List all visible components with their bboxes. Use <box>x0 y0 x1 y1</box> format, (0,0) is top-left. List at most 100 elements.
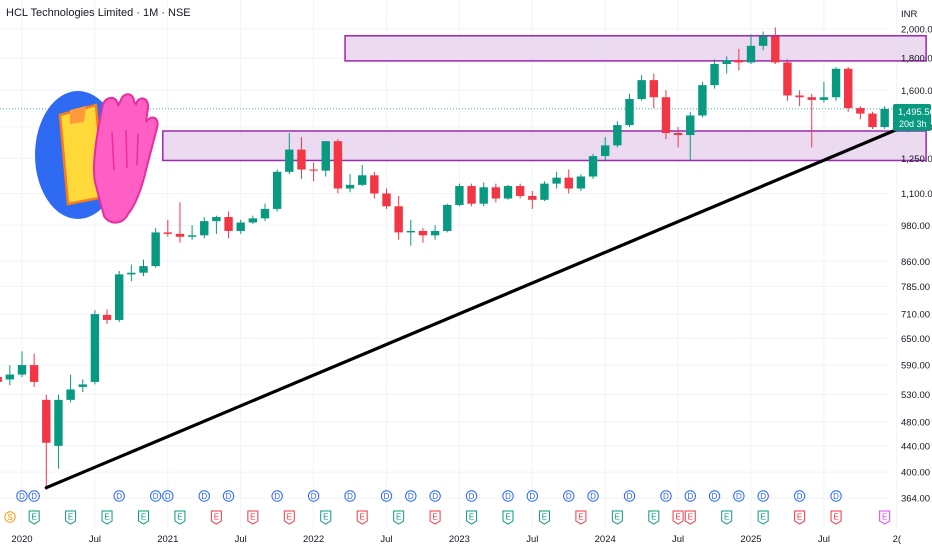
candle[interactable] <box>394 195 403 240</box>
candle[interactable] <box>588 153 598 179</box>
candlestick-series[interactable] <box>0 27 889 490</box>
candle[interactable] <box>175 202 185 243</box>
candle[interactable] <box>686 111 695 161</box>
dividend-marker[interactable]: D <box>660 490 672 502</box>
candle[interactable] <box>491 183 501 203</box>
candle[interactable] <box>831 67 841 101</box>
candle[interactable] <box>771 27 780 65</box>
candle[interactable] <box>66 374 75 403</box>
candle[interactable] <box>552 171 561 189</box>
candle[interactable] <box>370 171 379 199</box>
candle[interactable] <box>734 48 744 71</box>
candle[interactable] <box>212 215 221 234</box>
earnings-marker[interactable]: E <box>721 510 733 525</box>
candle[interactable] <box>139 259 148 277</box>
candle[interactable] <box>856 106 865 120</box>
dividend-marker[interactable]: D <box>16 490 28 502</box>
candle[interactable] <box>333 139 343 194</box>
candle[interactable] <box>455 183 464 207</box>
candle[interactable] <box>576 174 586 191</box>
dividend-marker[interactable]: D <box>271 490 283 502</box>
earnings-marker[interactable]: E <box>28 510 40 525</box>
price-axis[interactable]: 2,000.001,800.001,600.001,400.001,250.00… <box>901 24 932 504</box>
dividend-marker[interactable]: D <box>198 490 210 502</box>
candle[interactable] <box>345 174 355 193</box>
candle[interactable] <box>479 182 488 207</box>
candle[interactable] <box>358 164 367 187</box>
earnings-marker[interactable]: E <box>502 510 514 525</box>
candle[interactable] <box>783 59 792 101</box>
dividend-marker[interactable]: D <box>587 490 599 502</box>
candle[interactable] <box>78 379 87 393</box>
earnings-marker[interactable]: E <box>794 510 806 525</box>
candle[interactable] <box>248 215 258 224</box>
candle[interactable] <box>710 59 719 89</box>
candle[interactable] <box>163 219 172 237</box>
dividend-marker[interactable]: D <box>113 490 125 502</box>
candle[interactable] <box>601 137 610 161</box>
earnings-marker[interactable]: E <box>830 510 842 525</box>
candle[interactable] <box>17 351 27 377</box>
candle[interactable] <box>528 190 537 209</box>
dividend-marker[interactable]: D <box>830 490 842 502</box>
candle[interactable] <box>151 228 160 268</box>
earnings-marker[interactable]: E <box>320 510 332 525</box>
dividend-marker[interactable]: D <box>380 490 393 502</box>
dividend-marker[interactable]: D <box>344 490 356 502</box>
candle[interactable] <box>758 31 768 51</box>
candle[interactable] <box>115 271 124 322</box>
event-markers[interactable]: D D D D D D D D D D D D D D D D D D D D D D D D D DS E E E E E E E E E E E E E… <box>4 490 891 525</box>
candle[interactable] <box>673 127 683 148</box>
candle[interactable] <box>272 169 282 212</box>
candle[interactable] <box>406 219 415 246</box>
earnings-marker[interactable]: E <box>429 510 441 525</box>
dividend-marker[interactable]: D <box>405 490 417 502</box>
candle[interactable] <box>880 106 889 130</box>
dividend-marker[interactable]: D <box>684 490 696 502</box>
candle[interactable] <box>187 225 197 240</box>
candle[interactable] <box>795 90 804 107</box>
earnings-marker[interactable]: E <box>684 510 696 525</box>
candle[interactable] <box>0 371 2 387</box>
candle[interactable] <box>5 365 15 386</box>
dividend-marker[interactable]: D <box>526 490 538 502</box>
dividend-marker[interactable]: D <box>733 490 745 502</box>
dividend-marker[interactable]: D <box>28 490 40 502</box>
earnings-marker[interactable]: E <box>247 510 259 525</box>
candle[interactable] <box>467 183 476 207</box>
trendline-segment[interactable] <box>44 117 923 490</box>
candle[interactable] <box>127 264 136 282</box>
earnings-marker[interactable]: E <box>174 510 186 525</box>
earnings-marker[interactable]: E <box>65 510 77 525</box>
candle[interactable] <box>649 73 658 109</box>
earnings-marker[interactable]: E <box>538 510 550 525</box>
earnings-marker[interactable]: E <box>648 510 660 525</box>
dividend-marker[interactable]: D <box>757 490 769 502</box>
earnings-marker[interactable]: E <box>210 510 222 525</box>
dividend-marker[interactable]: D <box>162 490 174 502</box>
dividend-marker[interactable]: D <box>502 490 514 502</box>
candle[interactable] <box>807 93 816 148</box>
time-axis[interactable]: 2020 Jul 2021 Jul 2022 Jul 2023 Jul 2024 Jul 2025 J… <box>11 534 901 545</box>
candle[interactable] <box>819 81 829 103</box>
dividend-marker[interactable]: D <box>307 490 320 502</box>
dividend-marker[interactable]: D <box>149 490 162 502</box>
candle[interactable] <box>236 219 245 234</box>
candle[interactable] <box>260 203 270 222</box>
candle[interactable] <box>418 228 428 243</box>
candle[interactable] <box>90 310 100 385</box>
candle[interactable] <box>540 181 549 202</box>
candle[interactable] <box>661 90 671 140</box>
dividend-marker[interactable]: D <box>708 490 721 502</box>
earnings-marker[interactable]: E <box>283 510 295 525</box>
candle[interactable] <box>564 169 573 194</box>
candle[interactable] <box>285 133 294 175</box>
candle[interactable] <box>430 225 440 240</box>
earnings-marker[interactable]: E <box>611 510 623 525</box>
dividend-marker[interactable]: D <box>623 490 636 502</box>
candle[interactable] <box>637 75 646 101</box>
earnings-marker[interactable]: E <box>393 510 405 525</box>
candle[interactable] <box>722 56 731 74</box>
candle[interactable] <box>868 111 877 130</box>
